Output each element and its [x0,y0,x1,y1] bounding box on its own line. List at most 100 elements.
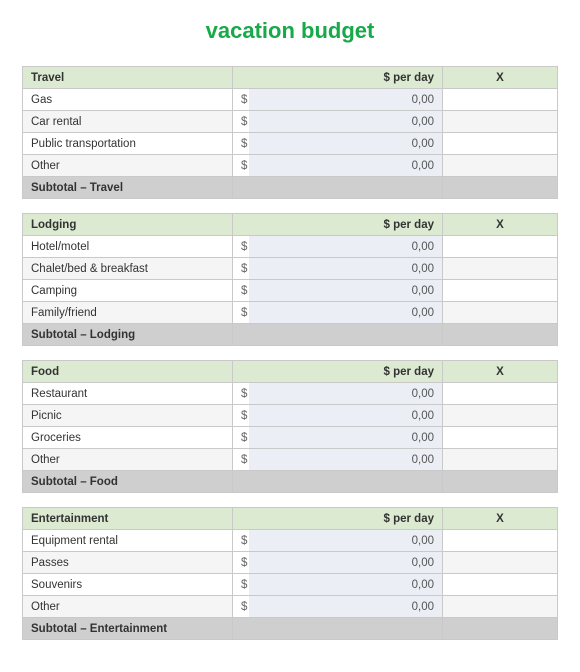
row-label: Groceries [23,427,233,449]
x-cell[interactable] [443,89,558,111]
value-cell[interactable]: 0,00 [249,302,443,324]
category-header: Entertainment [23,508,233,530]
x-cell[interactable] [443,111,558,133]
currency-symbol: $ [233,133,249,155]
subtotal-label: Subtotal – Entertainment [23,618,233,640]
x-header: X [443,361,558,383]
table-row: Other$0,00 [23,596,558,618]
sections-container: Travel$ per dayXGas$0,00Car rental$0,00P… [22,66,558,640]
table-row: Car rental$0,00 [23,111,558,133]
budget-table: Food$ per dayXRestaurant$0,00Picnic$0,00… [22,360,558,493]
value-cell[interactable]: 0,00 [249,574,443,596]
currency-symbol: $ [233,596,249,618]
row-label: Other [23,155,233,177]
value-cell[interactable]: 0,00 [249,236,443,258]
subtotal-x [443,324,558,346]
value-cell[interactable]: 0,00 [249,427,443,449]
value-cell[interactable]: 0,00 [249,405,443,427]
row-label: Picnic [23,405,233,427]
currency-symbol: $ [233,383,249,405]
x-cell[interactable] [443,427,558,449]
table-row: Souvenirs$0,00 [23,574,558,596]
table-row: Passes$0,00 [23,552,558,574]
subtotal-x [443,618,558,640]
currency-symbol: $ [233,302,249,324]
table-row: Restaurant$0,00 [23,383,558,405]
table-row: Other$0,00 [23,449,558,471]
value-cell[interactable]: 0,00 [249,530,443,552]
value-cell[interactable]: 0,00 [249,258,443,280]
table-row: Groceries$0,00 [23,427,558,449]
budget-table: Entertainment$ per dayXEquipment rental$… [22,507,558,640]
x-cell[interactable] [443,405,558,427]
currency-symbol: $ [233,258,249,280]
row-label: Souvenirs [23,574,233,596]
table-row: Other$0,00 [23,155,558,177]
x-cell[interactable] [443,302,558,324]
table-row: Public transportation$0,00 [23,133,558,155]
table-row: Hotel/motel$0,00 [23,236,558,258]
table-row: Camping$0,00 [23,280,558,302]
value-cell[interactable]: 0,00 [249,552,443,574]
currency-symbol: $ [233,155,249,177]
x-cell[interactable] [443,552,558,574]
row-label: Public transportation [23,133,233,155]
value-cell[interactable]: 0,00 [249,133,443,155]
x-cell[interactable] [443,280,558,302]
perday-header: $ per day [233,508,443,530]
budget-table: Travel$ per dayXGas$0,00Car rental$0,00P… [22,66,558,199]
subtotal-value [233,471,443,493]
row-label: Other [23,596,233,618]
value-cell[interactable]: 0,00 [249,111,443,133]
x-cell[interactable] [443,530,558,552]
value-cell[interactable]: 0,00 [249,155,443,177]
perday-header: $ per day [233,361,443,383]
currency-symbol: $ [233,280,249,302]
category-header: Travel [23,67,233,89]
row-label: Passes [23,552,233,574]
row-label: Car rental [23,111,233,133]
currency-symbol: $ [233,111,249,133]
row-label: Restaurant [23,383,233,405]
subtotal-value [233,324,443,346]
subtotal-label: Subtotal – Food [23,471,233,493]
row-label: Family/friend [23,302,233,324]
x-cell[interactable] [443,236,558,258]
subtotal-value [233,618,443,640]
budget-section: Food$ per dayXRestaurant$0,00Picnic$0,00… [22,360,558,493]
subtotal-x [443,471,558,493]
currency-symbol: $ [233,89,249,111]
table-row: Picnic$0,00 [23,405,558,427]
value-cell[interactable]: 0,00 [249,89,443,111]
x-cell[interactable] [443,155,558,177]
x-cell[interactable] [443,574,558,596]
value-cell[interactable]: 0,00 [249,596,443,618]
category-header: Lodging [23,214,233,236]
budget-section: Travel$ per dayXGas$0,00Car rental$0,00P… [22,66,558,199]
perday-header: $ per day [233,214,443,236]
currency-symbol: $ [233,574,249,596]
table-row: Family/friend$0,00 [23,302,558,324]
row-label: Camping [23,280,233,302]
x-cell[interactable] [443,383,558,405]
x-header: X [443,214,558,236]
subtotal-value [233,177,443,199]
table-row: Gas$0,00 [23,89,558,111]
value-cell[interactable]: 0,00 [249,449,443,471]
category-header: Food [23,361,233,383]
subtotal-x [443,177,558,199]
row-label: Equipment rental [23,530,233,552]
x-cell[interactable] [443,449,558,471]
row-label: Other [23,449,233,471]
x-cell[interactable] [443,258,558,280]
currency-symbol: $ [233,236,249,258]
budget-section: Lodging$ per dayXHotel/motel$0,00Chalet/… [22,213,558,346]
row-label: Hotel/motel [23,236,233,258]
value-cell[interactable]: 0,00 [249,383,443,405]
x-header: X [443,67,558,89]
perday-header: $ per day [233,67,443,89]
x-cell[interactable] [443,133,558,155]
x-cell[interactable] [443,596,558,618]
value-cell[interactable]: 0,00 [249,280,443,302]
currency-symbol: $ [233,405,249,427]
